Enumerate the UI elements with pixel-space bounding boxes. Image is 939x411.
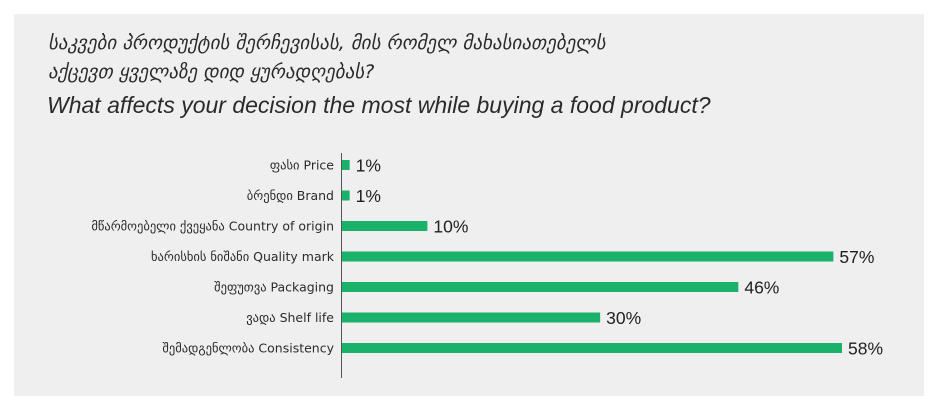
chart-title-english: What affects your decision the most whil… xyxy=(47,92,711,118)
bar-1 xyxy=(341,190,350,201)
bar-2 xyxy=(341,221,428,231)
bar-4 xyxy=(341,282,739,292)
chart-title-georgian-line1: საკვები პროდუქტის შერჩევისას, მის რომელ … xyxy=(48,32,606,54)
category-label-0: ფასი Price xyxy=(270,158,334,173)
value-label-0: 1% xyxy=(356,156,381,176)
value-label-5: 30% xyxy=(606,308,641,328)
chart-panel xyxy=(14,14,924,396)
category-label-4: შეფუთვა Packaging xyxy=(214,280,334,295)
category-label-6: შემადგენლობა Consistency xyxy=(162,341,334,356)
category-label-1: ბრენდი Brand xyxy=(247,188,334,203)
category-label-2: მწარმოებელი ქვეყანა Country of origin xyxy=(91,219,334,234)
value-label-1: 1% xyxy=(356,186,381,206)
bar-6 xyxy=(341,343,842,353)
bar-3 xyxy=(341,251,834,262)
value-label-3: 57% xyxy=(839,247,874,267)
category-label-5: ვადა Shelf life xyxy=(246,310,334,325)
value-label-6: 58% xyxy=(848,339,883,359)
bar-0 xyxy=(341,160,350,170)
bar-5 xyxy=(341,312,601,323)
value-label-2: 10% xyxy=(433,217,468,237)
value-label-4: 46% xyxy=(744,278,779,298)
chart-title-georgian-line2: აქცევთ ყველაზე დიდ ყურადღებას? xyxy=(48,61,375,83)
category-label-3: ხარისხის ნიშანი Quality mark xyxy=(151,249,335,264)
